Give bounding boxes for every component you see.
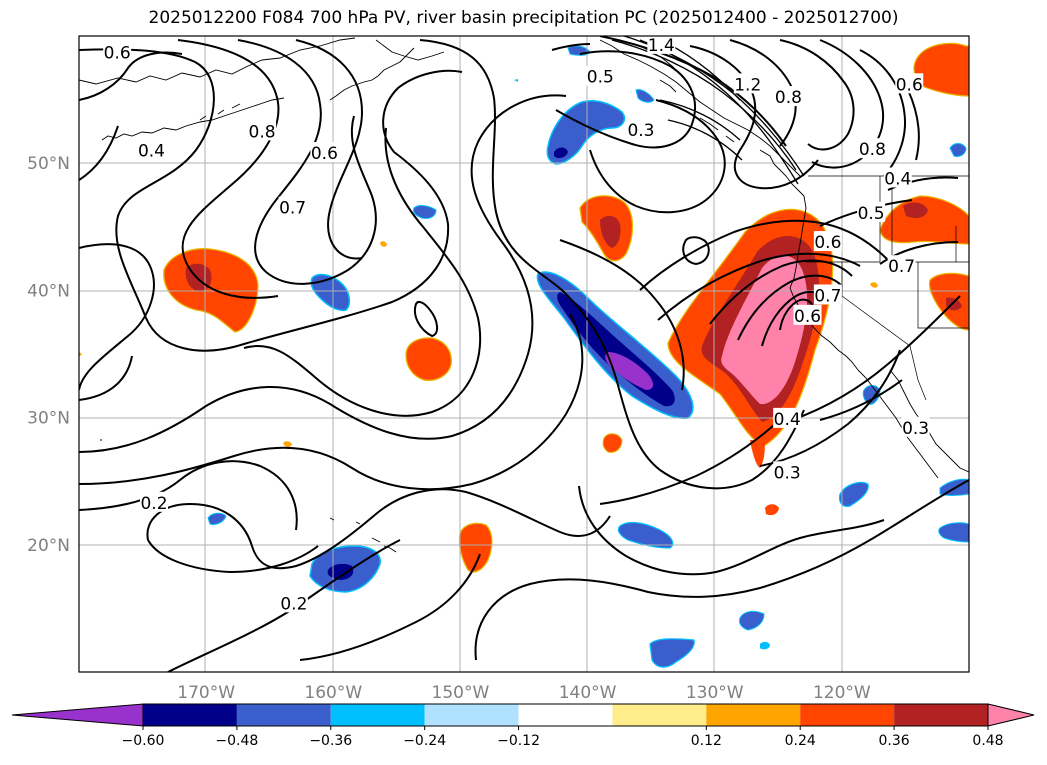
contour-label: 0.4: [884, 169, 911, 189]
lat-tick-label: 20°N: [27, 536, 70, 556]
contour-label: 0.6: [814, 233, 841, 253]
pv-contour-labels: 0.60.40.80.70.61.40.5 1.20.80.60.30.80.40…: [103, 36, 930, 614]
colorbar-tick-label: 0.36: [879, 733, 910, 749]
contour-label: 0.2: [280, 594, 307, 614]
colorbar-tick-label: −0.48: [215, 733, 258, 749]
contour-label-bg: [895, 73, 924, 94]
latitude-axis: 50°N 40°N 30°N 20°N: [27, 154, 70, 556]
colorbar-tick-label: −0.60: [122, 733, 165, 749]
colorbar-swatch: [894, 704, 988, 726]
contour-label-bg: [733, 73, 762, 94]
contour-label: 0.7: [814, 286, 841, 306]
contour-label-bg: [137, 139, 166, 160]
contour-label-bg: [774, 86, 803, 107]
contour-label-bg: [793, 304, 822, 325]
contour-label-bg: [858, 138, 887, 159]
contour-label-bg: [278, 196, 307, 217]
lat-tick-label: 40°N: [27, 281, 70, 301]
lon-tick-label: 170°W: [177, 683, 235, 703]
lat-tick-label: 30°N: [27, 409, 70, 429]
colorbar-extend-high: [987, 703, 1035, 727]
contour-label-bg: [887, 255, 916, 276]
contour-label-bg: [626, 119, 655, 140]
lat-tick-label: 50°N: [27, 154, 70, 174]
lon-tick-label: 120°W: [813, 683, 871, 703]
contour-label-bg: [586, 65, 615, 86]
contour-label: 0.7: [279, 199, 306, 219]
colorbar-swatch: [424, 704, 519, 726]
colorbar-tick-label: 0.24: [785, 733, 816, 749]
contour-label-bg: [279, 592, 308, 613]
contour-label: 0.7: [888, 257, 915, 277]
contour-label-bg: [813, 231, 842, 252]
contour-label-bg: [813, 284, 842, 305]
colorbar-swatch: [518, 704, 613, 726]
contour-label-bg: [773, 407, 802, 428]
map-panel: 0.60.40.80.70.61.40.5 1.20.80.60.30.80.40…: [78, 35, 970, 673]
contour-label: 1.4: [648, 36, 675, 56]
contour-label: 0.8: [775, 88, 802, 108]
contour-label: 0.6: [311, 144, 338, 164]
longitude-axis: 170°W 160°W 150°W 140°W 130°W 120°W: [177, 683, 871, 703]
pv-contours-thin: [611, 36, 805, 185]
colorbar-tick-label: −0.24: [403, 733, 446, 749]
lon-tick-label: 160°W: [304, 683, 362, 703]
contour-label: 0.3: [774, 463, 801, 483]
contour-label: 0.4: [774, 410, 801, 430]
contour-label: 0.6: [794, 307, 821, 327]
colorbar-swatch: [612, 704, 707, 726]
contour-label: 0.6: [104, 44, 131, 64]
colorbar-swatch: [143, 704, 237, 726]
precip-shading: [79, 42, 969, 668]
coastlines: [79, 37, 969, 553]
colorbar-tick-label: 0.12: [691, 733, 722, 749]
contour-label-bg: [248, 120, 277, 141]
colorbar-tick-label: −0.36: [309, 733, 352, 749]
contour-label-bg: [103, 41, 132, 62]
colorbar-tick-label: −0.12: [497, 733, 540, 749]
contour-label-bg: [857, 201, 886, 222]
contour-label-bg: [883, 167, 912, 188]
map-frame: [78, 35, 970, 673]
colorbar: −0.60 −0.48 −0.36 −0.24 −0.12 0.12 0.24 0.36 0.4…: [11, 703, 1035, 749]
map-gridlines: [79, 36, 969, 672]
contour-label: 0.6: [896, 75, 923, 95]
contour-label: 0.2: [140, 494, 167, 514]
colorbar-extend-low: [11, 703, 144, 727]
contour-label-bg: [140, 491, 169, 512]
contour-label-bg: [901, 416, 930, 437]
lon-tick-label: 140°W: [559, 683, 617, 703]
contour-label: 0.8: [249, 122, 276, 142]
contour-label: 0.4: [138, 141, 165, 161]
contour-label: 1.2: [734, 75, 761, 95]
contour-label-bg: [773, 461, 802, 482]
lon-tick-label: 150°W: [432, 683, 490, 703]
contour-label: 0.3: [627, 121, 654, 141]
lon-tick-label: 130°W: [686, 683, 744, 703]
colorbar-frame: [142, 703, 989, 727]
colorbar-tick-label: 0.48: [972, 733, 1003, 749]
contour-label-bg: [310, 142, 339, 163]
contour-label-bg: [647, 36, 676, 54]
colorbar-swatch: [800, 704, 895, 726]
map-title: 2025012200 F084 700 hPa PV, river basin …: [148, 8, 899, 28]
contour-label: 0.5: [858, 204, 885, 224]
pv-contours: [79, 36, 969, 672]
colorbar-swatch: [330, 704, 425, 726]
contour-label: 0.3: [902, 419, 929, 439]
contour-label: 0.5: [587, 68, 614, 88]
colorbar-swatch: [706, 704, 801, 726]
contour-label: 0.8: [859, 140, 886, 160]
colorbar-swatch: [236, 704, 331, 726]
